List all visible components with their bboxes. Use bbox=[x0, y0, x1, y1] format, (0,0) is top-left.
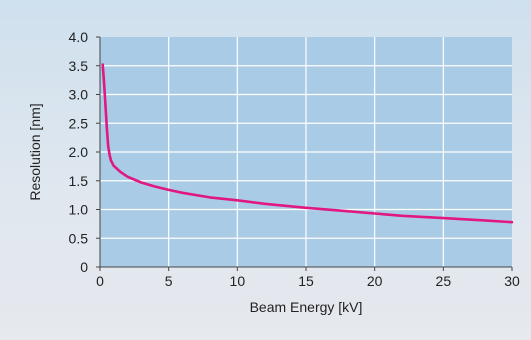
x-tick-label: 25 bbox=[436, 273, 452, 289]
x-tick-label: 15 bbox=[298, 273, 314, 289]
y-tick-label: 2.0 bbox=[69, 144, 89, 160]
y-tick-label: 3.5 bbox=[69, 58, 89, 74]
x-tick-label: 30 bbox=[504, 273, 520, 289]
grid-lines bbox=[100, 37, 512, 267]
x-tick-label: 0 bbox=[96, 273, 104, 289]
y-axis-label: Resolution [nm] bbox=[27, 103, 43, 200]
y-tick-label: 1.5 bbox=[69, 173, 89, 189]
x-tick-label: 20 bbox=[367, 273, 383, 289]
series-line bbox=[101, 63, 514, 224]
y-tick-label: 3.0 bbox=[69, 87, 89, 103]
y-tick-label: 2.5 bbox=[69, 115, 89, 131]
series-lines bbox=[101, 63, 514, 224]
x-axis-label: Beam Energy [kV] bbox=[250, 299, 363, 315]
x-tick-label: 5 bbox=[165, 273, 173, 289]
tick-labels: 0 5 10 15 20 25 30 0 0.5 1.0 1.5 2.0 2.5 3.0 3.5 4.0 bbox=[69, 29, 520, 289]
y-tick-label: 0.5 bbox=[69, 230, 89, 246]
x-tick-label: 10 bbox=[230, 273, 246, 289]
y-tick-label: 4.0 bbox=[69, 29, 89, 45]
axes bbox=[96, 36, 513, 271]
y-tick-label: 1.0 bbox=[69, 202, 89, 218]
y-tick-label: 0 bbox=[80, 259, 88, 275]
